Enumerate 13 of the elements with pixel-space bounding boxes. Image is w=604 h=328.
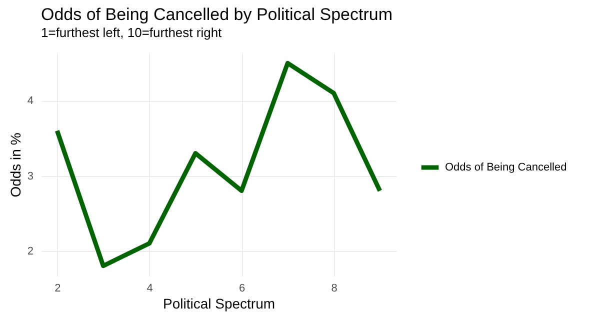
chart-subtitle: 1=furthest left, 10=furthest right	[41, 25, 222, 40]
x-tick-label: 6	[238, 282, 246, 294]
x-tick-label: 8	[331, 282, 338, 294]
legend-label: Odds of Being Cancelled	[445, 162, 567, 174]
x-tick-label: 2	[54, 282, 61, 294]
chart-title: Odds of Being Cancelled by Political Spectrum	[41, 5, 393, 24]
y-tick-label: 2	[27, 245, 34, 258]
y-tick-label: 3	[27, 170, 34, 182]
y-axis-title: Odds in %	[7, 132, 24, 198]
line-series	[54, 60, 382, 268]
y-tick-label: 4	[27, 95, 34, 108]
x-axis-title: Political Spectrum	[162, 296, 276, 312]
x-tick-label: 4	[146, 282, 153, 294]
